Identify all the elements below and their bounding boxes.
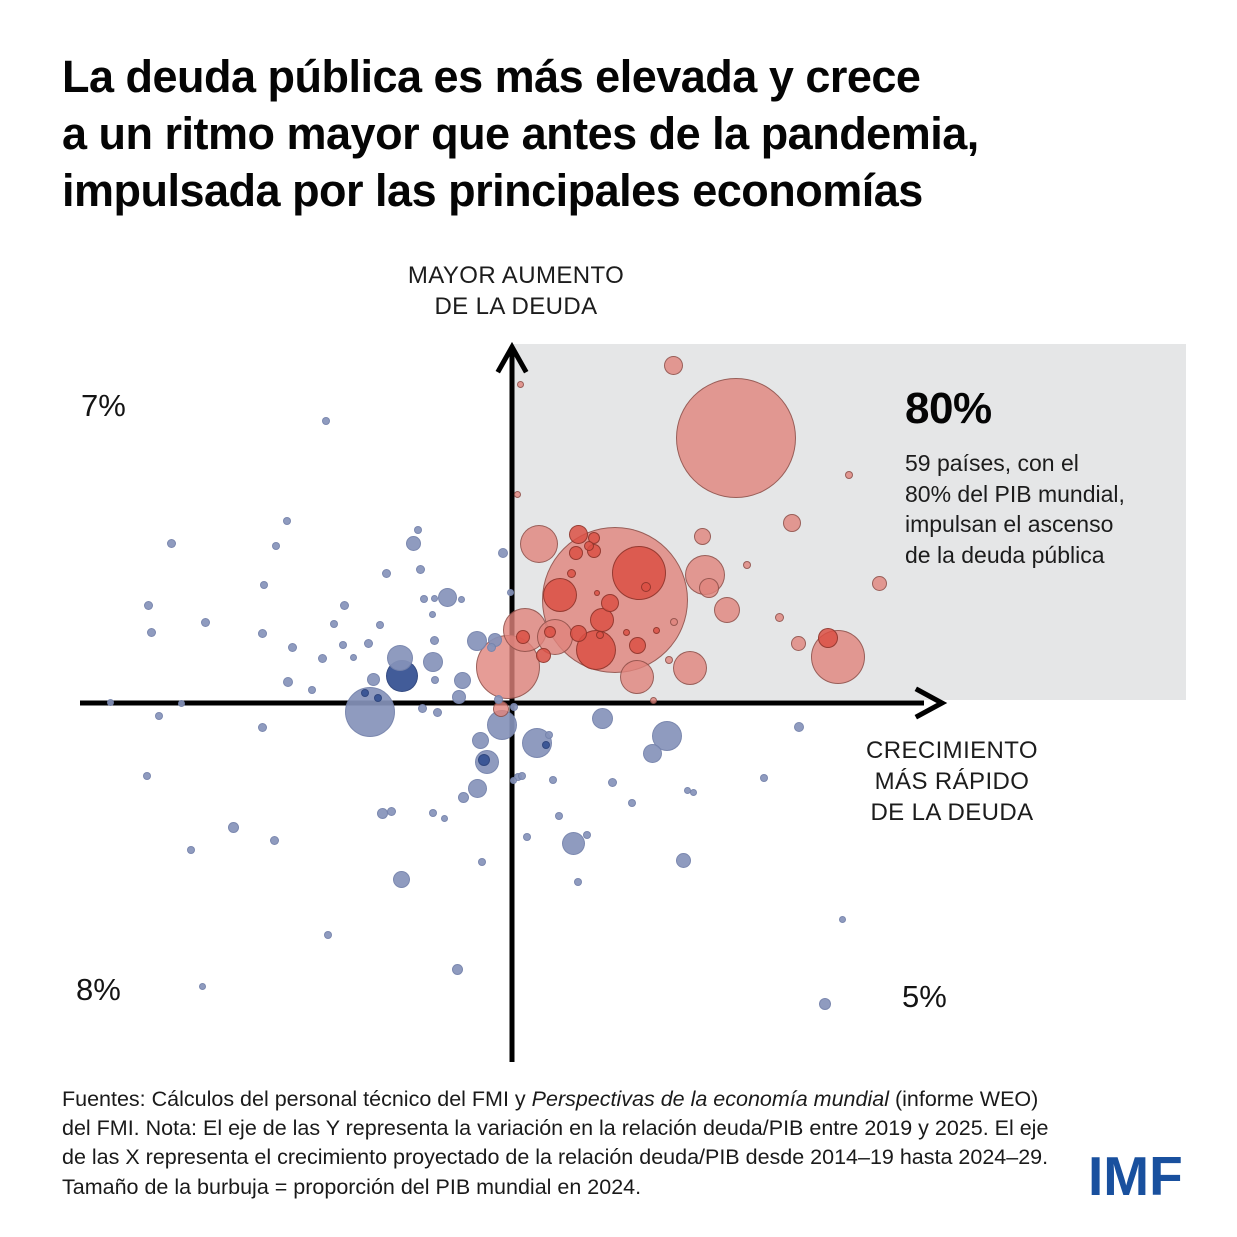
source-note-suffix: (informe WEO) del FMI. Nota: El eje de l… <box>62 1087 1049 1199</box>
page-title: La deuda pública es más elevada y crece … <box>62 51 979 216</box>
y-axis-label: MAYOR AUMENTO DE LA DEUDA <box>407 262 625 320</box>
annotation-headline: 80% <box>905 384 992 433</box>
corner-label-bottom-left: 8% <box>76 972 121 1007</box>
annotation-body: 59 países, con el 80% del PIB mundial, i… <box>905 450 1125 568</box>
imf-logo: IMF <box>1088 1145 1183 1207</box>
source-note-prefix: Fuentes: Cálculos del personal técnico d… <box>62 1087 532 1111</box>
source-note-publication: Perspectivas de la economía mundial <box>531 1087 889 1111</box>
x-axis-label: CRECIMIENTO MÁS RÁPIDO DE LA DEUDA <box>866 737 1038 826</box>
corner-label-top-left: 7% <box>81 388 126 423</box>
corner-label-bottom-right: 5% <box>902 979 947 1014</box>
source-note: Fuentes: Cálculos del personal técnico d… <box>62 1085 1052 1202</box>
